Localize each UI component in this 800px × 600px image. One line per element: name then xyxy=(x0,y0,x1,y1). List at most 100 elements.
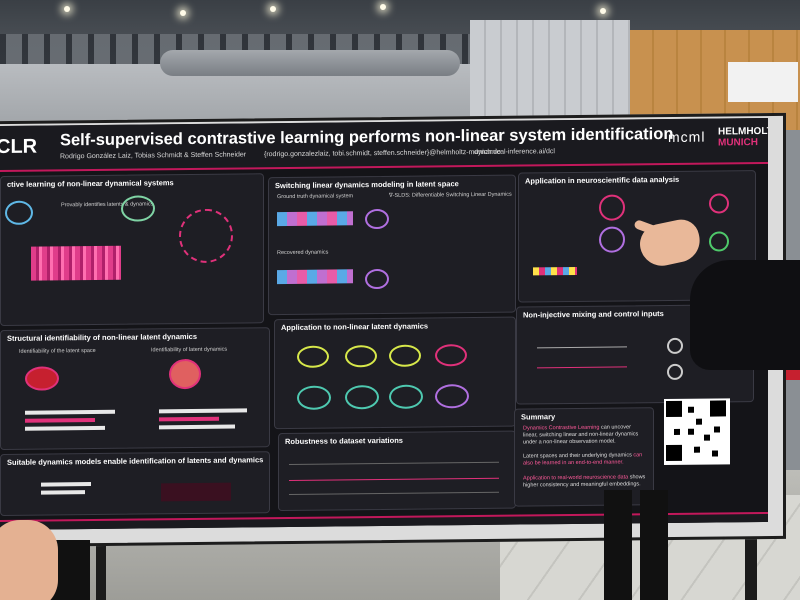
poster-email: {rodrigo.gonzalezlaiz, tobi.schmidt, ste… xyxy=(264,148,501,159)
result-bar xyxy=(159,408,247,414)
panel-title: Structural identifiability of non-linear… xyxy=(7,331,198,343)
embedding-figure xyxy=(667,363,683,381)
embedding-figure xyxy=(709,193,729,214)
lorenz-figure xyxy=(345,345,377,368)
qr-module xyxy=(704,434,710,441)
result-box xyxy=(161,482,231,502)
embedding-figure xyxy=(667,337,683,355)
blob-figure xyxy=(25,366,59,391)
panel-title: ctive learning of non-linear dynamical s… xyxy=(7,178,174,189)
color-legend xyxy=(533,266,577,276)
qr-module xyxy=(696,418,702,425)
embedding-figure xyxy=(599,226,625,253)
blob-figure xyxy=(169,358,201,390)
ceiling-light xyxy=(380,4,386,10)
panel-robustness: Robustness to dataset variations xyxy=(278,430,516,512)
white-box xyxy=(728,62,798,102)
qr-module xyxy=(688,428,694,435)
latent-dynamics-label: Identifiability of latent dynamics xyxy=(151,346,228,354)
poster-title: Self-supervised contrastive learning per… xyxy=(60,124,674,150)
heatmap-figure xyxy=(31,245,121,281)
qr-module xyxy=(688,406,694,413)
summary-highlight: Dynamics Contrastive Learning xyxy=(523,424,600,432)
summary-item-2: Latent spaces and their underlying dynam… xyxy=(523,452,647,467)
state-figure xyxy=(277,269,353,285)
embedding-figure xyxy=(709,231,729,252)
panel-summary: Summary Dynamics Contrastive Learning ca… xyxy=(514,407,654,507)
state-figure xyxy=(277,211,353,227)
logo-left: CLR xyxy=(0,135,38,159)
result-bar xyxy=(25,409,115,415)
lorenz-figure xyxy=(389,344,421,367)
panel-title: Summary xyxy=(521,412,556,422)
plot-line xyxy=(537,346,627,349)
summary-item-3: Application to real-world neuroscience d… xyxy=(523,474,647,489)
ceiling-light xyxy=(270,6,276,12)
panel-title: Non-injective mixing and control inputs xyxy=(523,309,664,320)
qr-finder xyxy=(666,444,682,462)
ceiling-light xyxy=(600,8,606,14)
lorenz-figure xyxy=(297,345,329,368)
trajectory-figure xyxy=(365,208,389,230)
panel-title: Switching linear dynamics modeling in la… xyxy=(275,179,459,191)
ground-truth-label: Ground truth dynamical system xyxy=(277,193,354,201)
panel-contrastive-learning: ctive learning of non-linear dynamical s… xyxy=(0,173,264,327)
trajectory-figure xyxy=(365,268,389,290)
panel-title: Robustness to dataset variations xyxy=(285,435,403,447)
trajectory-figure xyxy=(5,200,33,225)
helmholtz-logo: HELMHOLTZ MUNICH xyxy=(718,126,768,149)
panel-title: Application to non-linear latent dynamic… xyxy=(281,321,429,333)
qr-module xyxy=(714,426,720,433)
qr-module xyxy=(674,428,680,435)
qr-finder xyxy=(710,400,726,417)
ceiling-light xyxy=(180,10,186,16)
panel-title: Suitable dynamics models enable identifi… xyxy=(7,455,264,467)
panel-nonlinear-latent: Application to non-linear latent dynamic… xyxy=(274,316,516,430)
panel-structural-identifiability: Structural identifiability of non-linear… xyxy=(0,327,270,451)
air-duct xyxy=(160,50,460,76)
latent-space-label: Identifiability of the latent space xyxy=(19,347,96,355)
mcml-logo: mcml xyxy=(668,128,706,146)
plot-line xyxy=(537,366,627,369)
poster-authors: Rodrigo González Laiz, Tobias Schmidt & … xyxy=(60,151,247,161)
vector-figure xyxy=(179,208,233,264)
summary-text: Latent spaces and their underlying dynam… xyxy=(523,452,634,460)
lorenz-figure xyxy=(435,344,467,367)
poster: CLR Self-supervised contrastive learning… xyxy=(0,117,768,531)
recovered-label: Recovered dynamics xyxy=(277,249,329,257)
person-leg xyxy=(604,490,632,600)
result-bar xyxy=(25,418,95,423)
summary-item-1: Dynamics Contrastive Learning can uncove… xyxy=(523,424,647,446)
person-arm xyxy=(690,260,800,370)
result-bar xyxy=(41,490,85,495)
person-leg xyxy=(640,490,668,600)
qr-code[interactable] xyxy=(664,398,730,466)
qr-module xyxy=(712,450,718,457)
plot-line xyxy=(289,461,499,465)
lorenz-figure xyxy=(297,385,331,410)
panel-title: Application in neuroscientific data anal… xyxy=(525,174,680,186)
result-bar xyxy=(159,424,235,430)
qr-module xyxy=(694,446,700,453)
plot-line xyxy=(289,491,499,495)
result-bar xyxy=(41,482,91,487)
result-bar xyxy=(25,425,105,431)
summary-highlight: Application to real-world neuroscience d… xyxy=(523,474,629,482)
helmholtz-text: HELMHOLTZ xyxy=(718,125,768,138)
lorenz-figure xyxy=(435,384,469,409)
lorenz-figure xyxy=(389,384,423,409)
result-bar xyxy=(159,416,219,422)
stand-leg xyxy=(96,520,106,600)
trajectory-figure xyxy=(121,195,155,222)
panel-switching-linear: Switching linear dynamics modeling in la… xyxy=(268,174,516,316)
poster-header: CLR Self-supervised contrastive learning… xyxy=(0,117,768,173)
ceiling-light xyxy=(64,6,70,12)
poster-website: dynamical-inference.ai/dcl xyxy=(474,148,555,157)
dslds-label: ∇-SLDS: Differentiable Switching Linear … xyxy=(389,191,512,199)
plot-line xyxy=(289,477,499,481)
embedding-figure xyxy=(599,194,625,221)
person-hand xyxy=(0,520,58,600)
panel-suitable-models: Suitable dynamics models enable identifi… xyxy=(0,451,270,517)
lorenz-figure xyxy=(345,385,379,410)
